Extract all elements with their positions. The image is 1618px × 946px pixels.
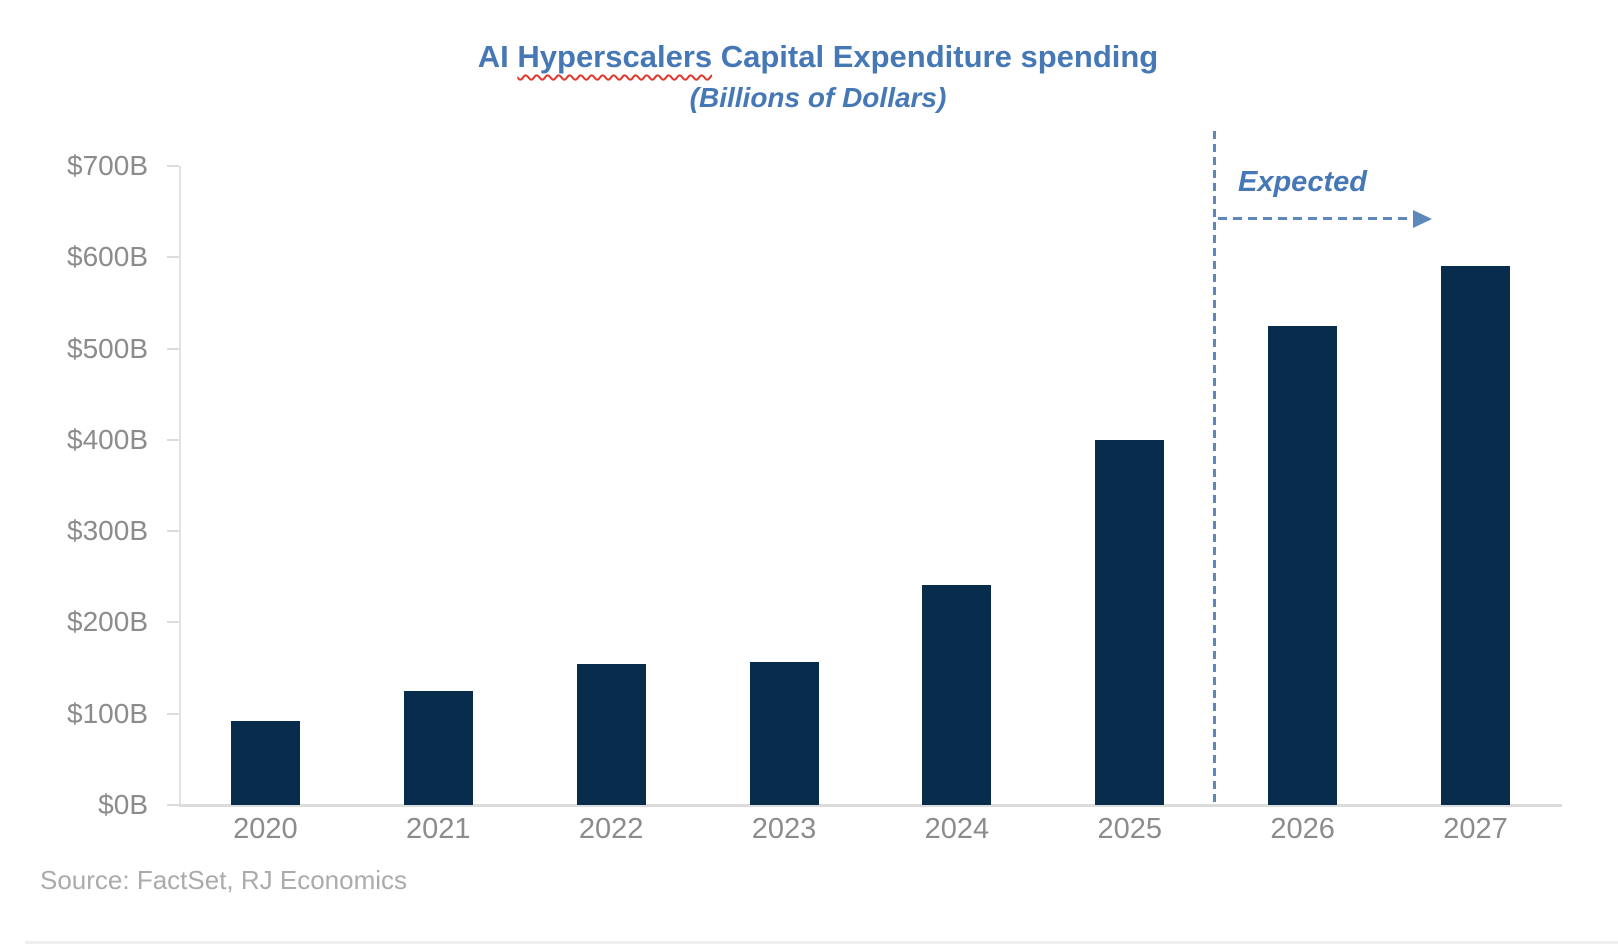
y-axis-tick-label: $0B bbox=[98, 789, 148, 820]
bar-2020 bbox=[230, 721, 300, 805]
expected-divider-dashed-line bbox=[1213, 131, 1216, 805]
y-axis-tick-label: $600B bbox=[67, 241, 148, 273]
y-axis-tick-label: $200B bbox=[67, 606, 148, 638]
bar-2022 bbox=[576, 663, 646, 805]
chart-title-suffix: Capital Expenditure spending bbox=[712, 39, 1159, 74]
expected-arrow-head-icon bbox=[1413, 210, 1432, 228]
x-axis-label-2023: 2023 bbox=[751, 813, 817, 845]
y-axis-tick bbox=[167, 712, 179, 715]
y-axis-tick bbox=[167, 256, 179, 259]
x-axis-label-2025: 2025 bbox=[1097, 813, 1163, 845]
source-text: Source: FactSet, RJ Economics bbox=[40, 865, 408, 895]
y-axis-tick-label: $100B bbox=[67, 697, 148, 729]
y-axis-tick-label: $700B bbox=[67, 150, 148, 181]
y-axis-tick bbox=[167, 530, 179, 533]
bottom-divider-line bbox=[25, 941, 1618, 944]
y-axis-tick bbox=[167, 165, 179, 167]
y-axis-tick bbox=[167, 347, 179, 350]
y-axis-tick-label: $300B bbox=[67, 515, 148, 547]
y-axis-tick bbox=[167, 804, 179, 806]
x-axis-label-2024: 2024 bbox=[924, 813, 990, 845]
expected-arrow-dashed-line bbox=[1218, 217, 1414, 220]
bar-2027 bbox=[1441, 266, 1511, 805]
expected-label: Expected bbox=[1238, 166, 1367, 198]
x-axis-label-2026: 2026 bbox=[1270, 813, 1335, 845]
chart-header: AI Hyperscalers Capital Expenditure spen… bbox=[18, 36, 1618, 116]
bar-2024 bbox=[922, 585, 992, 805]
bar-2026 bbox=[1268, 325, 1338, 805]
y-axis-line bbox=[179, 166, 181, 805]
y-axis-tick-label: $500B bbox=[67, 332, 148, 364]
x-axis-label-2027: 2027 bbox=[1443, 813, 1508, 845]
chart-title-prefix: AI bbox=[477, 39, 518, 74]
chart-title: AI Hyperscalers Capital Expenditure spen… bbox=[18, 36, 1618, 78]
chart-subtitle: (Billions of Dollars) bbox=[689, 82, 947, 113]
y-axis-tick bbox=[167, 438, 179, 441]
bar-2025 bbox=[1095, 439, 1165, 805]
y-axis-tick-label: $400B bbox=[67, 423, 148, 455]
bar-2021 bbox=[403, 690, 473, 805]
x-axis-label-2020: 2020 bbox=[233, 813, 298, 845]
x-axis-line bbox=[179, 804, 1562, 807]
x-axis-label-2022: 2022 bbox=[578, 813, 644, 845]
bar-2023 bbox=[749, 661, 819, 805]
x-axis-label-2021: 2021 bbox=[406, 813, 471, 845]
y-axis-tick bbox=[167, 621, 179, 624]
chart-title-misspelled-word: Hyperscalers bbox=[517, 39, 713, 74]
